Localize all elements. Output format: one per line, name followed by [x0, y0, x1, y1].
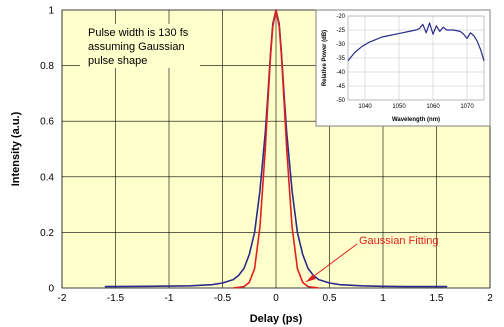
y-tick-label: 0.8: [40, 61, 54, 72]
x-tick-label: -1: [165, 293, 174, 304]
inset-y-tick-label: -25: [336, 28, 345, 34]
inset-y-tick-label: -30: [336, 42, 345, 48]
inset-y-tick-label: -20: [336, 14, 345, 20]
x-tick-label: -0.5: [214, 293, 232, 304]
gaussian-fit-label: Gaussian Fitting: [359, 235, 438, 247]
inset-series-line-0: [347, 22, 485, 62]
x-axis-title: Delay (ps): [250, 313, 303, 325]
y-tick-label: 0.4: [40, 172, 54, 183]
note-line-2: assuming Gaussian: [88, 41, 185, 53]
x-tick-label: 1.5: [430, 293, 444, 304]
pulse-width-note: Pulse width is 130 fs assuming Gaussian …: [80, 24, 200, 68]
x-tick-label: 1: [380, 293, 386, 304]
x-tick-label: 0: [273, 293, 279, 304]
x-tick-label: 0.5: [323, 293, 337, 304]
inset-y-tick-label: -45: [336, 84, 345, 90]
inset-y-tick-label: -35: [336, 56, 345, 62]
gaussian-fit-arrowhead: [306, 274, 316, 282]
x-tick-label: -1.5: [107, 293, 125, 304]
gaussian-fit-annotation: Gaussian Fitting: [305, 235, 438, 283]
inset-y-axis-title: Relative Power (dB): [322, 30, 328, 86]
x-tick-label: 2: [487, 293, 493, 304]
gaussian-fit-arrow: [305, 243, 358, 283]
inset-x-tick-label: 1060: [426, 104, 440, 110]
series-line-1: [233, 9, 319, 289]
inset-y-tick-label: -50: [336, 98, 345, 104]
inset-x-tick-label: 1050: [392, 104, 406, 110]
y-tick-label: 0.6: [40, 117, 54, 128]
inset-spectrum: 1040 1050 1060 1070 -20 -25 -30 -35 -40 -45 -50 Wa…: [315, 9, 491, 127]
note-line-3: pulse shape: [88, 55, 147, 67]
inset-x-tick-label: 1070: [460, 104, 474, 110]
x-tick-label: -2: [58, 293, 67, 304]
y-tick-label: 1: [48, 6, 54, 17]
y-tick-label: 0.2: [40, 228, 54, 239]
y-tick-label: 0: [48, 284, 54, 295]
inset-x-tick-label: 1040: [358, 104, 372, 110]
inset-y-tick-label: -40: [336, 70, 345, 76]
inset-x-axis-title: Wavelength (nm): [392, 117, 440, 123]
y-axis-title: Intensity (a.u.): [10, 111, 22, 186]
note-line-1: Pulse width is 130 fs: [88, 27, 189, 39]
